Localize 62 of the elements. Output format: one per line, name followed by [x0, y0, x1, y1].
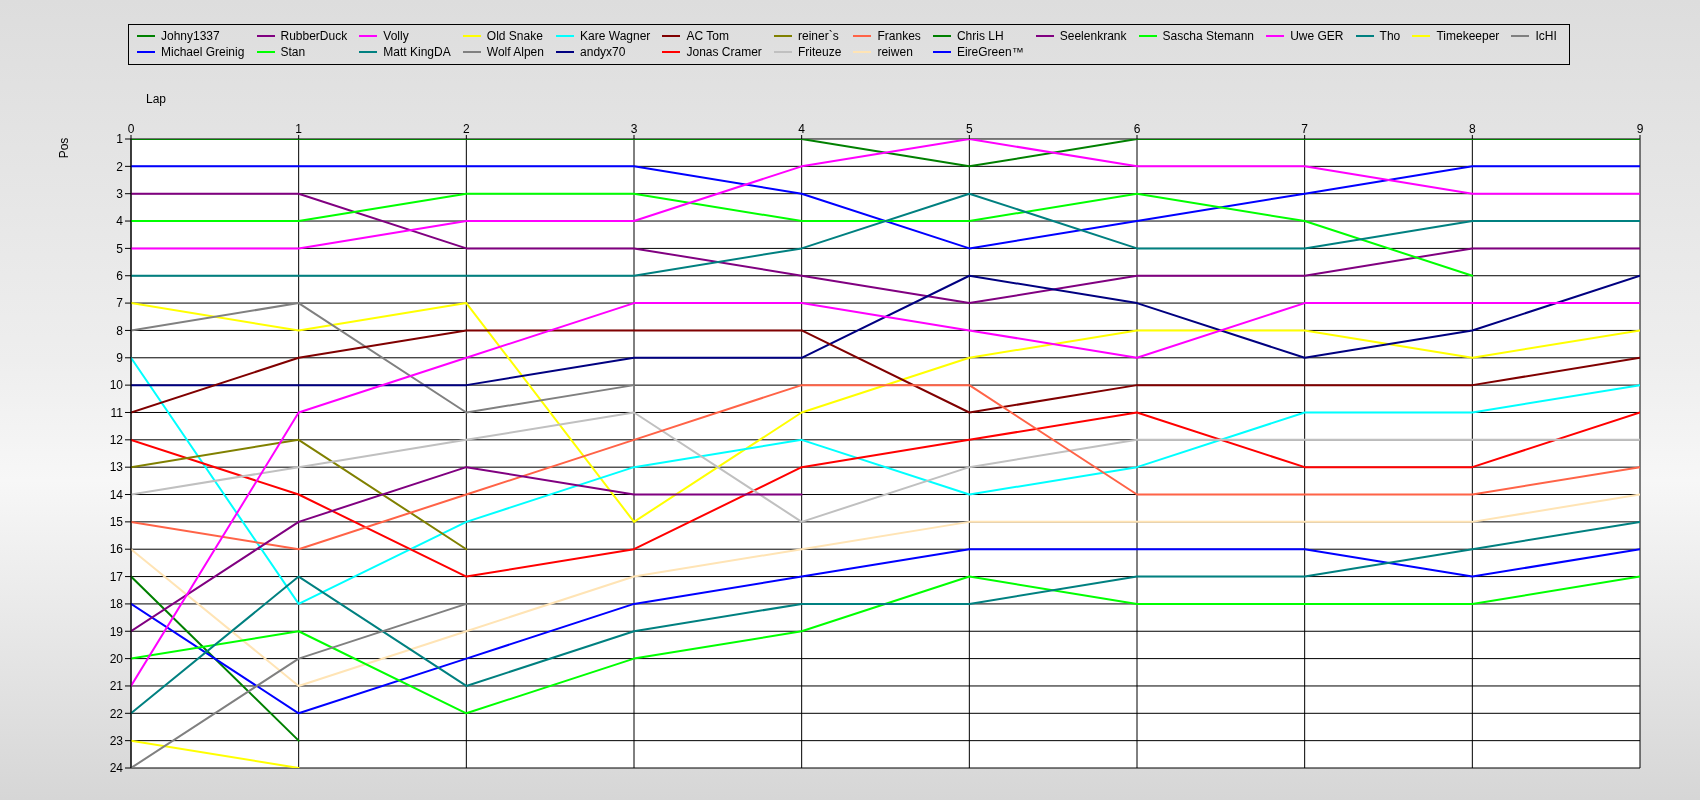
y-tick-label: 13	[109, 460, 124, 475]
legend-label: andyx70	[580, 45, 626, 59]
legend-label: Matt KingDA	[383, 45, 451, 59]
legend-label: AC Tom	[686, 29, 729, 43]
legend-label: Michael Greinig	[161, 45, 245, 59]
y-tick-label: 22	[109, 706, 124, 721]
y-tick-label: 16	[109, 542, 124, 557]
legend-label: Stan	[280, 45, 306, 59]
x-tick-label: 7	[1301, 122, 1309, 136]
y-tick-label: 19	[109, 624, 124, 639]
legend-label: Johny1337	[161, 29, 220, 43]
y-tick-label: 21	[109, 679, 124, 694]
legend-label: Timekeeper	[1436, 29, 1500, 43]
y-tick-label: 24	[109, 761, 124, 776]
legend-label: Kare Wagner	[580, 29, 651, 43]
legend-label: Sascha Stemann	[1162, 29, 1254, 43]
legend-label: IcHI	[1535, 29, 1557, 43]
line-series	[131, 466, 803, 633]
y-tick-label: 18	[109, 597, 124, 612]
y-tick-label: 11	[110, 405, 124, 420]
y-tick-label: 7	[116, 296, 124, 311]
x-tick-label: 1	[295, 122, 303, 136]
y-tick-label: 4	[116, 214, 124, 229]
line-series	[131, 302, 635, 414]
legend-label: reiwen	[877, 45, 913, 59]
x-tick-label: 8	[1468, 122, 1476, 136]
x-tick-label: 6	[1133, 122, 1141, 136]
legend-label: Frankes	[877, 29, 921, 43]
legend-label: Tho	[1379, 29, 1401, 43]
y-tick-label: 6	[116, 269, 124, 283]
legend-label: Seelenkrank	[1059, 29, 1127, 43]
y-tick-label: 20	[109, 651, 124, 666]
y-tick-label: 1	[116, 132, 124, 147]
y-tick-label: 14	[109, 487, 124, 502]
x-tick-label: 3	[630, 122, 638, 136]
x-tick-label: 9	[1636, 122, 1644, 136]
y-tick-label: 8	[116, 323, 124, 338]
x-tick-label: 2	[462, 122, 470, 136]
x-tick-label: 5	[965, 122, 973, 136]
y-tick-label: 15	[109, 515, 124, 530]
x-tick-label: 4	[798, 122, 806, 136]
legend-label: Volly	[383, 29, 409, 43]
y-tick-label: 17	[109, 569, 124, 584]
y-tick-label: 12	[109, 433, 124, 448]
legend-label: Chris LH	[956, 29, 1004, 43]
y-tick-label: 9	[116, 351, 124, 366]
x-tick-label: 0	[127, 122, 135, 136]
y-tick-label: 3	[116, 186, 124, 201]
legend-label: Uwe GER	[1290, 29, 1344, 43]
y-axis-title: Pos	[57, 137, 71, 159]
y-tick-label: 10	[109, 378, 124, 393]
y-tick-label: 5	[116, 241, 124, 256]
legend-label: Jonas Cramer	[686, 45, 762, 59]
legend-label: Wolf Alpen	[486, 45, 544, 59]
legend-label: Old Snake	[486, 29, 543, 43]
legend-label: reiner`s	[797, 29, 839, 43]
legend-label: RubberDuck	[280, 29, 348, 43]
legend-label: Friteuze	[797, 45, 842, 59]
y-tick-label: 23	[109, 733, 124, 748]
y-tick-label: 2	[116, 159, 124, 174]
legend-label: EireGreen™	[956, 45, 1024, 59]
x-axis-title: Lap	[146, 92, 167, 106]
